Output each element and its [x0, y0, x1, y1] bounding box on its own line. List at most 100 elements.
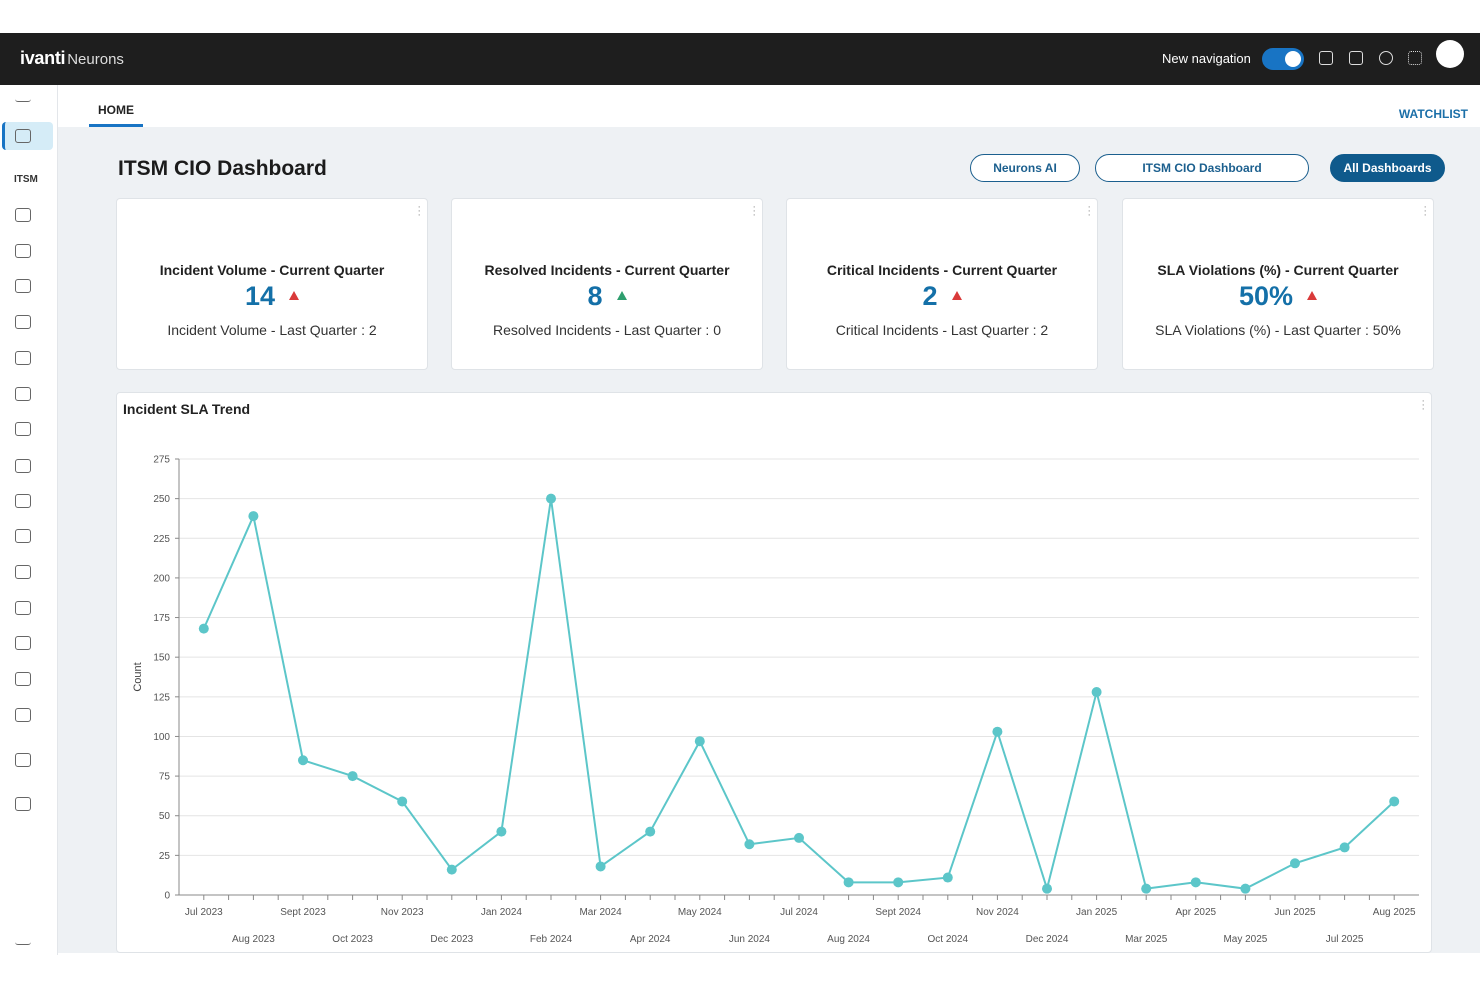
- kpi-value: 14: [117, 281, 427, 312]
- chat-icon[interactable]: [1349, 51, 1363, 65]
- chart-card: · · · Incident SLA Trend Count 0 25 50 75 100 1…: [116, 392, 1432, 953]
- new-navigation-label: New navigation: [1162, 51, 1251, 66]
- point: [496, 826, 507, 837]
- nav-icon[interactable]: [15, 279, 31, 293]
- point: [942, 872, 953, 883]
- point: [992, 726, 1003, 737]
- x-tick-label: Dec 2023: [430, 934, 473, 945]
- nav-icon[interactable]: [15, 494, 31, 508]
- product-name: Neurons: [67, 51, 124, 68]
- chart: Incident SLA Trend Count 0 25 50 75 100 125 15…: [123, 401, 1419, 945]
- kpi-card: · · · Incident Volume - Current Quarter 14 In…: [116, 198, 428, 370]
- trend-arrow: [616, 291, 627, 300]
- kpi-title: Critical Incidents - Current Quarter: [826, 262, 1058, 278]
- neurons-ai-button[interactable]: Neurons AI: [970, 154, 1080, 182]
- y-tick-label: 225: [153, 534, 170, 545]
- kpi-comparison: Resolved Incidents - Last Quarter : 0: [493, 322, 721, 338]
- x-tick-label: Nov 2024: [976, 907, 1019, 918]
- point: [1091, 687, 1102, 698]
- home-nav[interactable]: [2, 122, 53, 150]
- y-tick-label: 75: [159, 772, 171, 783]
- nav-icon[interactable]: [15, 636, 31, 650]
- chart-title: Incident SLA Trend: [123, 401, 250, 417]
- kpi-number: 50%: [1238, 281, 1294, 311]
- x-tick-label: Aug 2024: [827, 934, 870, 945]
- menu-dots[interactable]: · · ·: [417, 201, 421, 221]
- nav-icon[interactable]: [15, 387, 31, 401]
- x-tick-label: Sept 2023: [280, 907, 326, 918]
- point: [843, 877, 854, 888]
- point: [1190, 877, 1201, 888]
- kpi-comparison: SLA Violations (%) - Last Quarter : 50%: [1155, 322, 1401, 338]
- y-tick-label: 200: [153, 573, 170, 584]
- y-tick-label: 275: [153, 455, 170, 466]
- menu-dots[interactable]: · · ·: [1423, 201, 1427, 221]
- nav-icon[interactable]: [15, 129, 31, 143]
- x-tick-label: Aug 2023: [232, 934, 275, 945]
- tab-watchlist[interactable]: WATCHLIST: [1398, 107, 1468, 121]
- nav-icon[interactable]: [15, 937, 31, 945]
- x-tick-label: Jun 2025: [1274, 907, 1316, 918]
- tab-home[interactable]: HOME: [98, 103, 134, 117]
- sidebar-section: ITSM: [14, 174, 38, 185]
- nav-icon[interactable]: [15, 672, 31, 686]
- fullscreen-icon[interactable]: [1319, 51, 1333, 65]
- y-tick-label: 150: [153, 653, 170, 664]
- point: [794, 832, 804, 843]
- top-bar: ivanti Neurons New navigation: [0, 33, 1480, 85]
- kpi-number: 8: [587, 281, 603, 311]
- trend-arrow: [1307, 291, 1318, 300]
- nav-icon[interactable]: [15, 244, 31, 258]
- point: [1290, 858, 1300, 869]
- all-dashboards-button[interactable]: All Dashboards: [1330, 154, 1445, 182]
- menu-dots[interactable]: · · ·: [752, 201, 756, 221]
- kpi-title: Incident Volume - Current Quarter: [159, 262, 385, 278]
- help-icon[interactable]: [1379, 51, 1393, 65]
- dashboard-select[interactable]: ITSM CIO Dashboard: [1095, 154, 1309, 182]
- y-tick-label: 100: [153, 732, 170, 743]
- kpi-comparison: Incident Volume - Last Quarter : 2: [167, 322, 377, 338]
- nav-icon[interactable]: [15, 315, 31, 329]
- point: [1240, 883, 1251, 894]
- brand: ivanti Neurons: [20, 48, 124, 69]
- apps-icon[interactable]: [1408, 51, 1422, 65]
- menu-dots[interactable]: · · ·: [1087, 201, 1091, 221]
- kpi-title: Resolved Incidents - Current Quarter: [484, 262, 730, 278]
- x-tick-label: Jul 2025: [1326, 934, 1364, 945]
- y-tick-label: 50: [159, 811, 171, 822]
- point: [893, 877, 904, 888]
- kpi-card: · · · SLA Violations (%) - Current Quarter 5…: [1122, 198, 1434, 370]
- nav-icon[interactable]: [15, 753, 31, 767]
- toggle[interactable]: [1262, 48, 1304, 70]
- nav-icon[interactable]: [15, 422, 31, 436]
- nav-icon[interactable]: [15, 351, 31, 365]
- x-tick-label: Feb 2024: [530, 934, 573, 945]
- x-tick-label: Jul 2023: [185, 907, 223, 918]
- nav-icon[interactable]: [15, 459, 31, 473]
- nav-icon[interactable]: [15, 565, 31, 579]
- trend-arrow: [289, 291, 300, 300]
- point: [694, 736, 705, 747]
- avatar[interactable]: [1436, 40, 1464, 68]
- tabs: HOME WATCHLIST: [58, 85, 1480, 127]
- x-tick-label: Mar 2024: [579, 907, 622, 918]
- x-tick-label: Apr 2025: [1176, 907, 1217, 918]
- nav-icon[interactable]: [15, 797, 31, 811]
- point: [1339, 842, 1350, 853]
- nav-icon[interactable]: [15, 94, 31, 102]
- kpi-value: 50%: [1123, 281, 1433, 312]
- nav-icon[interactable]: [15, 601, 31, 615]
- y-tick-label: 250: [153, 494, 170, 505]
- nav-icon[interactable]: [15, 708, 31, 722]
- kpi-card: · · · Critical Incidents - Current Quarter 2…: [786, 198, 1098, 370]
- nav-icon[interactable]: [15, 208, 31, 222]
- menu-dots[interactable]: · · ·: [1421, 395, 1425, 415]
- x-tick-label: Sept 2024: [875, 907, 921, 918]
- nav-icon[interactable]: [15, 529, 31, 543]
- point: [595, 861, 606, 872]
- x-tick-label: Aug 2025: [1373, 907, 1416, 918]
- y-axis-label: Count: [132, 662, 144, 691]
- dashboard-title: ITSM CIO Dashboard: [118, 157, 327, 180]
- point: [1141, 883, 1152, 894]
